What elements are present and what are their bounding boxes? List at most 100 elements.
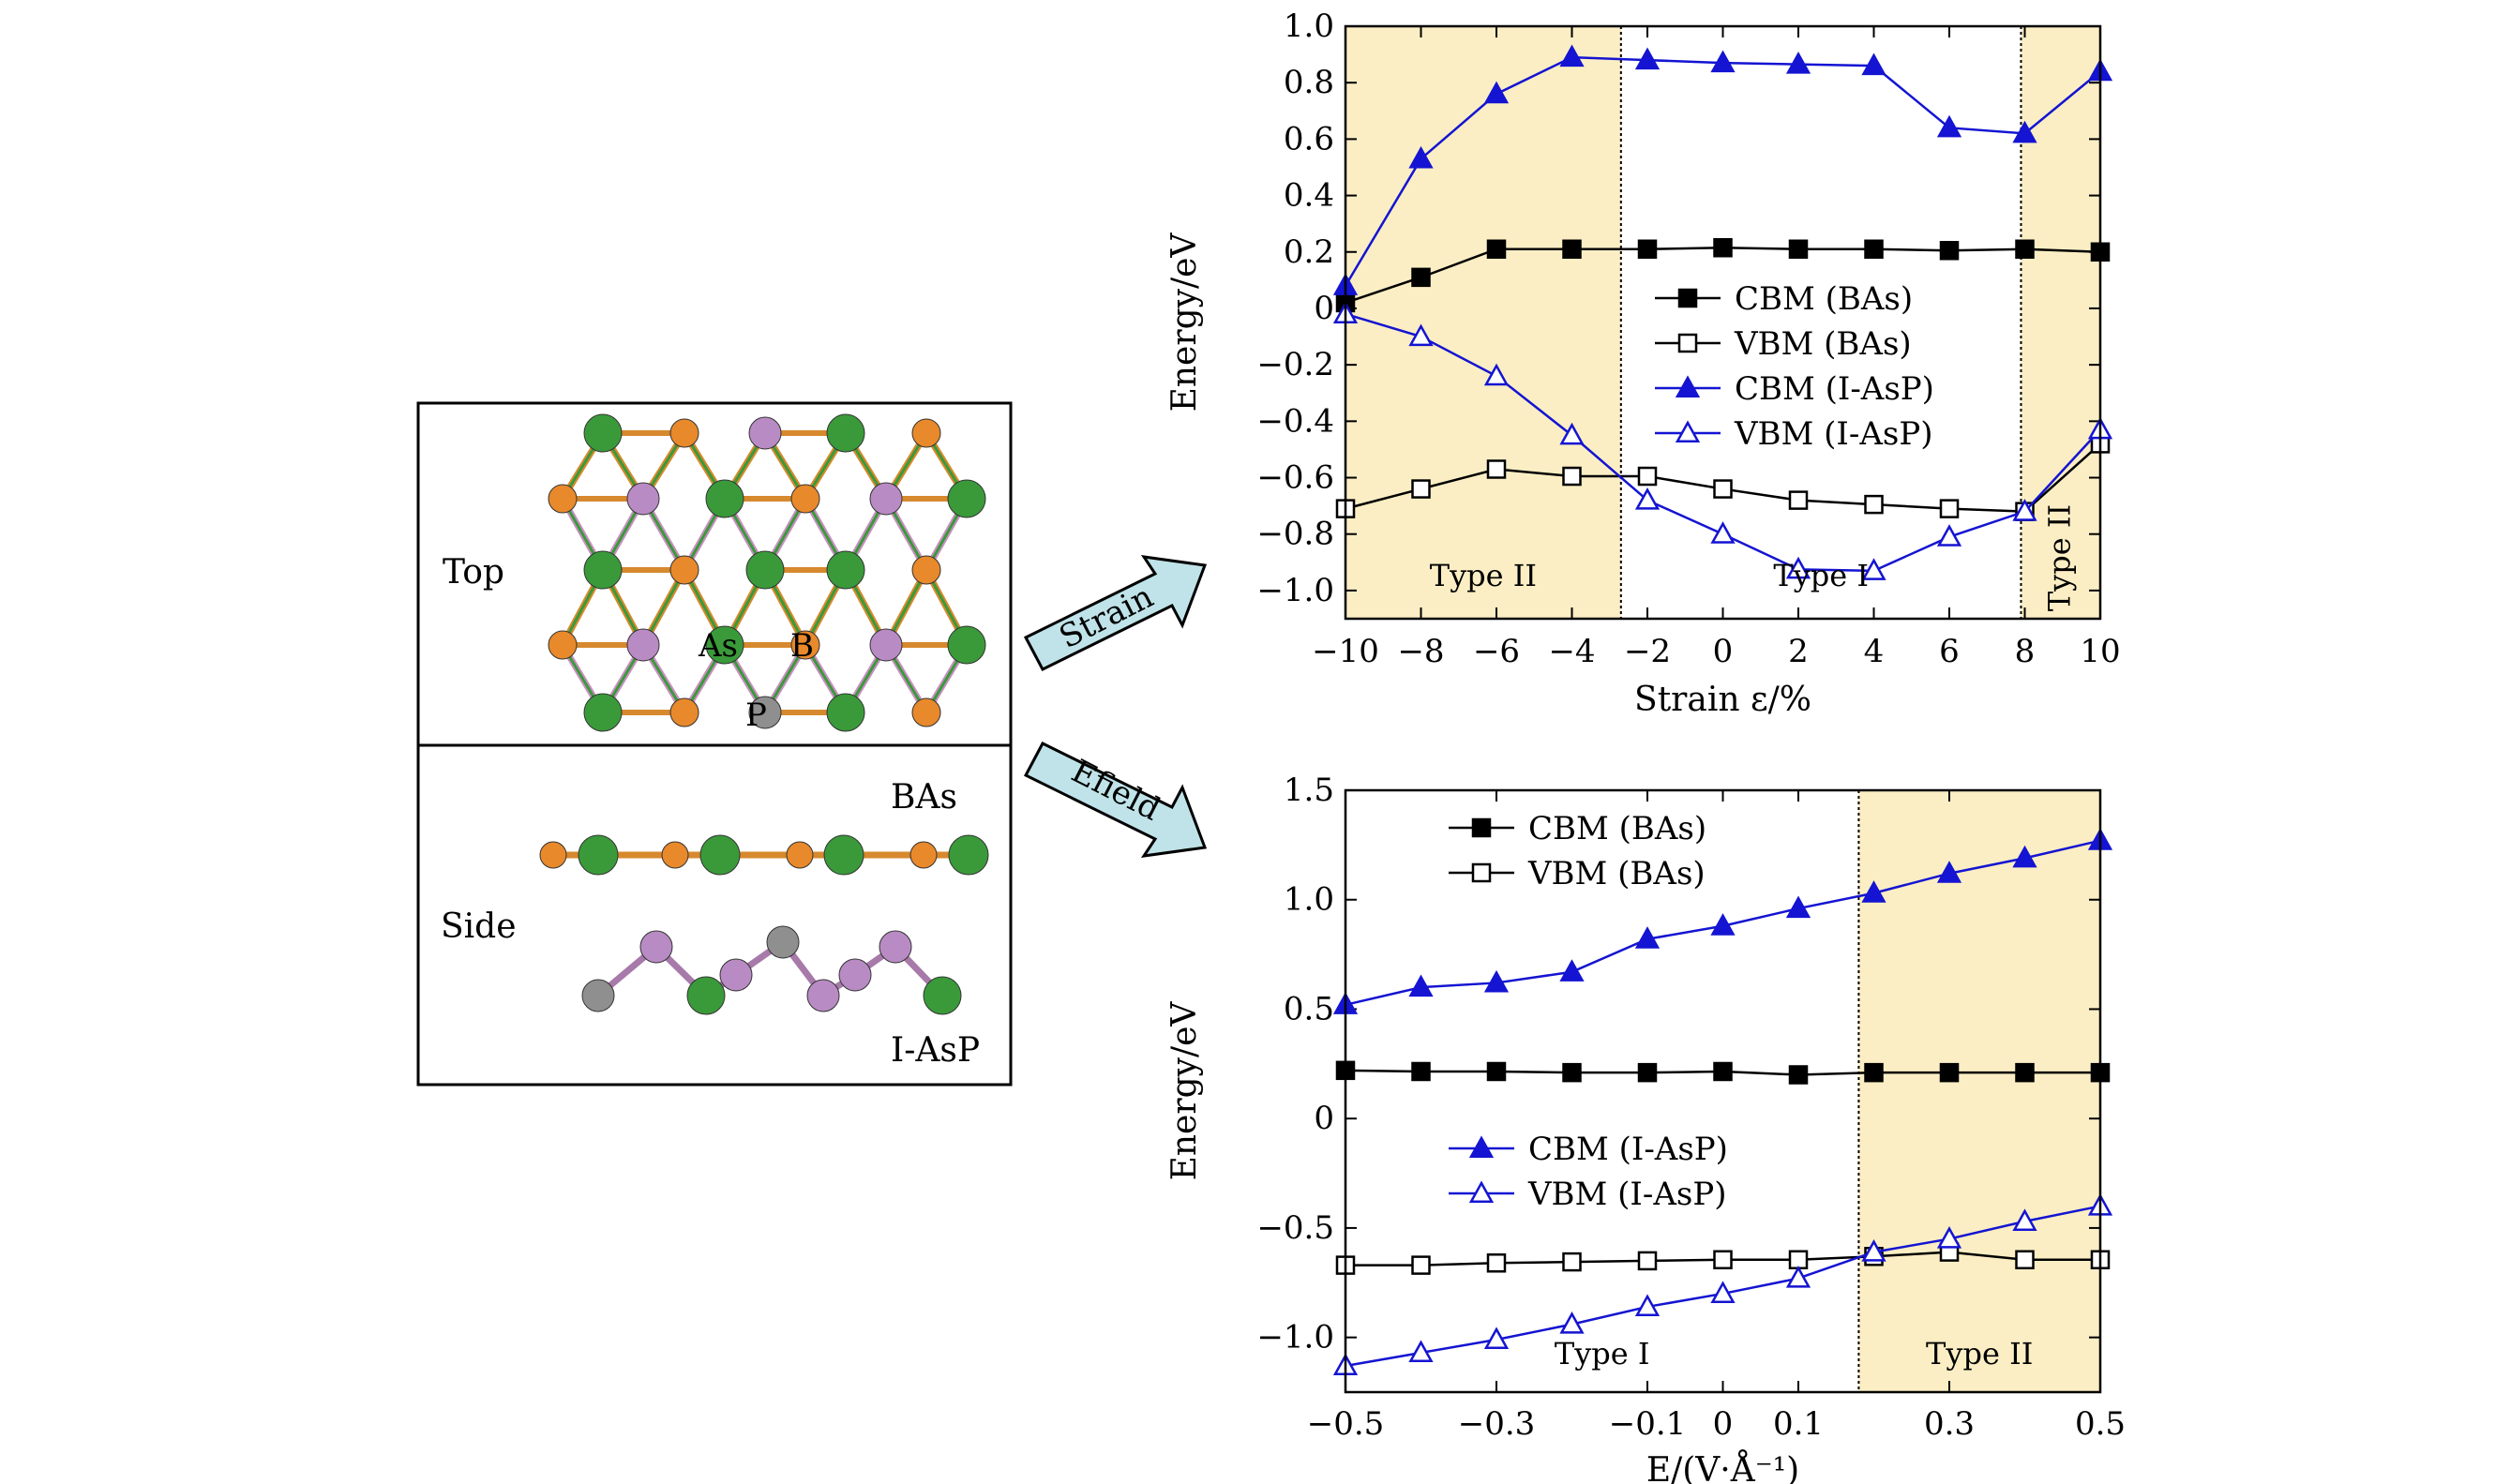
strain-region-shade (1345, 26, 1621, 619)
efield-data-point (1637, 1062, 1658, 1083)
strain-data-point (1411, 479, 1431, 499)
efield-y-tick-label: −1.0 (1256, 1319, 1334, 1357)
strain-arrow-label: Strain (1054, 577, 1160, 656)
strain-data-point (1785, 52, 1811, 74)
strain-legend-marker (1675, 375, 1701, 398)
strain-legend-label: CBM (BAs) (1735, 280, 1913, 318)
atom-as (826, 693, 865, 732)
efield-data-point (1713, 1061, 1733, 1082)
efield-x-tick-label: −0.5 (1307, 1405, 1385, 1443)
strain-chart-series (1332, 44, 2113, 580)
strain-x-tick-label: 6 (1939, 633, 1960, 670)
atom-b (909, 841, 938, 869)
strain-chart-tick-labels: −10 −8 −6 −4 −2 0 2 4 6 8 10 −1.0 −0.8 −0.6 −0.4 −0.2 0 0… (1256, 7, 2120, 670)
atom-as (705, 625, 744, 665)
top-view-label: Top (443, 553, 504, 592)
top-view-lattice (548, 413, 986, 732)
efield-x-axis-label: E/(V·Å⁻¹) (1646, 1450, 1799, 1484)
strain-arrow: Strain (1023, 555, 1208, 671)
efield-data-point (1785, 895, 1811, 919)
atom-as (578, 834, 619, 876)
atom-as (583, 550, 623, 590)
atom-as (947, 625, 986, 665)
atom-i (581, 979, 615, 1012)
atom-b (786, 841, 814, 869)
strain-y-tick-label: −0.6 (1256, 459, 1334, 497)
efield-legend-label: VBM (I-AsP) (1527, 1176, 1727, 1213)
strain-region-label: Type II (2042, 504, 2078, 611)
atom-as (823, 834, 864, 876)
efield-data-point (1936, 1226, 1962, 1249)
strain-region-label: Type II (1430, 558, 1537, 593)
efield-legend-marker (1468, 1180, 1495, 1204)
atom-p (639, 930, 673, 964)
efield-y-tick-label: 0 (1314, 1100, 1334, 1137)
strain-legend-marker (1675, 420, 1701, 443)
strain-data-point (1713, 479, 1733, 499)
atom-i (748, 696, 782, 729)
iasp-layer-label: I-AsP (891, 1031, 980, 1070)
strain-series-1 (1335, 434, 2111, 521)
efield-data-point (1411, 1255, 1431, 1275)
strain-x-tick-label: −6 (1473, 633, 1520, 670)
strain-y-tick-label: −1.0 (1256, 572, 1334, 609)
efield-chart: −0.5 −0.3 −0.1 0 0.1 0.3 0.5 −1.0 −0.5 0 0.5 1.0 1.5… (1165, 772, 2126, 1484)
strain-y-tick-label: −0.8 (1256, 516, 1334, 553)
strain-data-point (1562, 239, 1582, 260)
structure-panel: Top Side As B P BAs I-AsP (416, 401, 1013, 1087)
strain-legend-label: VBM (I-AsP) (1734, 415, 1933, 453)
strain-data-point (1788, 490, 1809, 510)
efield-data-point (1864, 1062, 1884, 1083)
efield-data-point (1486, 1253, 1507, 1273)
efield-legend-marker (1471, 862, 1492, 883)
efield-y-tick-label: 1.5 (1284, 772, 1334, 809)
strain-y-tick-label: 0.8 (1284, 64, 1334, 101)
efield-data-point (1483, 969, 1510, 993)
strain-data-point (1861, 52, 1886, 76)
strain-data-point (1861, 558, 1886, 580)
strain-series-3 (1332, 301, 2113, 580)
efield-y-axis-label: Energy/eV (1165, 1001, 1204, 1181)
efield-data-point (1483, 1327, 1510, 1350)
strain-y-tick-label: 0.2 (1284, 233, 1334, 271)
efield-data-point (1710, 913, 1736, 936)
strain-y-axis-label: Energy/eV (1165, 232, 1204, 412)
efield-data-point (1710, 1281, 1736, 1303)
strain-x-tick-label: 0 (1713, 633, 1734, 670)
efield-data-point (1408, 974, 1434, 997)
strain-x-tick-label: 10 (2080, 633, 2120, 670)
efield-region-labels: Type I Type II (1555, 1336, 2033, 1372)
atom-b (548, 630, 578, 660)
atom-as (699, 834, 741, 876)
efield-legend-label: CBM (BAs) (1528, 810, 1706, 847)
efield-data-point (2012, 1208, 2037, 1231)
strain-x-tick-label: 2 (1788, 633, 1809, 670)
efield-data-point (1788, 1065, 1809, 1085)
efield-data-point (1936, 861, 1962, 883)
strain-legend-marker (1677, 288, 1698, 308)
efield-data-point (1559, 1312, 1585, 1334)
strain-y-tick-label: −0.4 (1256, 402, 1334, 440)
efield-series-3 (1332, 1192, 2113, 1376)
strain-x-tick-label: 8 (2015, 633, 2036, 670)
top-atoms (548, 413, 986, 732)
strain-data-point (1408, 323, 1434, 347)
atom-b (790, 630, 820, 660)
atom-p (626, 482, 660, 516)
p-atom-label: P (745, 697, 767, 734)
side-view-lattice (539, 834, 989, 1015)
efield-y-tick-label: 0.5 (1284, 990, 1334, 1027)
efield-data-point (1861, 1239, 1886, 1262)
atom-as (948, 834, 989, 876)
atom-p (748, 416, 782, 450)
efield-y-tick-label: 1.0 (1284, 881, 1334, 919)
side-view-label: Side (441, 907, 517, 946)
efield-data-point (1408, 1340, 1434, 1363)
strain-data-point (1710, 521, 1736, 544)
atom-b (911, 418, 941, 448)
efield-legend-label: VBM (BAs) (1527, 855, 1706, 892)
strain-data-point (1562, 466, 1582, 487)
atom-p (719, 958, 753, 992)
efield-data-point (1861, 880, 1886, 903)
efield-chart-tick-labels: −0.5 −0.3 −0.1 0 0.1 0.3 0.5 −1.0 −0.5 0 0.5 1.0 1.5 (1256, 772, 2126, 1443)
